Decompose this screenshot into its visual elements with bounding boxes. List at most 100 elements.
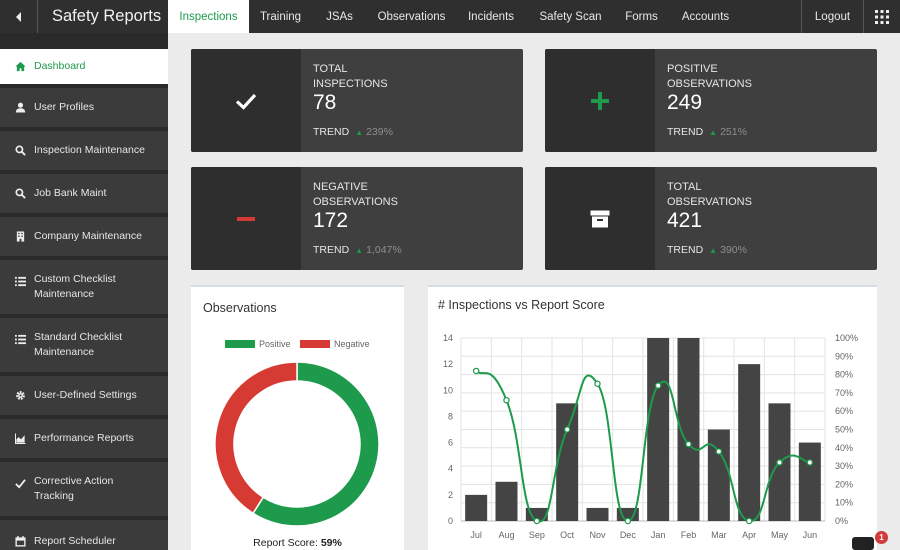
y-tick-label: 14 xyxy=(443,333,453,343)
score-point-oct[interactable] xyxy=(563,426,571,433)
tab-forms[interactable]: Forms xyxy=(625,10,658,23)
report-score: Report Score: 59% xyxy=(191,537,404,549)
panel-title: # Inspections vs Report Score xyxy=(438,298,605,312)
sidebar-item-label: Company Maintenance xyxy=(34,230,142,242)
trend-up-icon: ▲ xyxy=(355,128,364,137)
y-tick-label: 10 xyxy=(443,385,453,395)
sidebar-item-performance-reports[interactable]: Performance Reports xyxy=(0,419,168,462)
building-icon xyxy=(14,231,26,243)
y2-tick-label: 50% xyxy=(835,425,853,435)
minus-icon xyxy=(237,216,255,221)
stat-trend: TREND ▲ 1,047% xyxy=(313,244,402,256)
y2-tick-label: 30% xyxy=(835,461,853,471)
sidebar-item-custom-checklist-maintenance[interactable]: Custom Checklist Maintenance xyxy=(0,260,168,318)
legend-swatch-positive xyxy=(225,340,255,348)
bar-sep[interactable] xyxy=(525,507,548,521)
x-tick-label: Jul xyxy=(470,530,482,540)
bar-jun[interactable] xyxy=(798,442,821,521)
bar-nov[interactable] xyxy=(586,507,609,521)
legend-label-positive[interactable]: Positive xyxy=(259,339,291,349)
sidebar-item-label: Job Bank Maint xyxy=(34,187,107,199)
logout-button[interactable]: Logout xyxy=(801,0,863,33)
x-tick-label: Jun xyxy=(803,530,818,540)
trend-up-icon: ▲ xyxy=(709,128,718,137)
score-point-jul[interactable] xyxy=(472,367,480,375)
x-tick-label: Sep xyxy=(529,530,545,540)
y-tick-label: 8 xyxy=(448,411,453,421)
score-point-may[interactable] xyxy=(776,459,783,466)
notification-badge[interactable]: 1 xyxy=(875,531,888,544)
stat-value: 78 xyxy=(313,91,337,114)
sidebar-item-inspection-maintenance[interactable]: Inspection Maintenance xyxy=(0,131,168,174)
stat-trend: TREND ▲ 390% xyxy=(667,244,747,256)
y2-tick-label: 0% xyxy=(835,516,848,526)
tab-incidents[interactable]: Incidents xyxy=(467,10,515,23)
tab-jsas[interactable]: JSAs xyxy=(326,10,353,23)
trend-label: TREND xyxy=(667,244,704,256)
report-score-label: Report Score: xyxy=(253,537,318,549)
donut-slice-negative[interactable] xyxy=(214,361,298,515)
stat-card-total-observations: TOTAL OBSERVATIONS 421 TREND ▲ 390% xyxy=(545,167,877,270)
bar-dec[interactable] xyxy=(616,507,639,521)
x-tick-label: Aug xyxy=(498,530,514,540)
legend-label-negative[interactable]: Negative xyxy=(334,339,370,349)
sidebar-item-label: Standard Checklist Maintenance xyxy=(34,331,123,358)
tab-observations[interactable]: Observations xyxy=(377,10,446,23)
apps-grid-button[interactable] xyxy=(863,0,900,33)
score-point-mar[interactable] xyxy=(715,448,723,455)
sidebar-item-user-defined-settings[interactable]: User-Defined Settings xyxy=(0,376,168,419)
score-point-aug[interactable] xyxy=(503,396,510,404)
bar-oct[interactable] xyxy=(556,403,579,521)
bar-apr[interactable] xyxy=(738,364,761,521)
tab-training[interactable]: Training xyxy=(259,10,302,23)
sidebar-item-corrective-action-tracking[interactable]: Corrective Action Tracking xyxy=(0,462,168,520)
score-point-feb[interactable] xyxy=(685,440,692,448)
app-title: Safety Reports xyxy=(52,7,162,25)
tab-inspections[interactable]: Inspections xyxy=(168,0,249,33)
sidebar-item-label: Performance Reports xyxy=(34,432,134,444)
main-tabs: Inspections Training JSAs Observations I… xyxy=(168,0,743,33)
chat-widget-button[interactable] xyxy=(852,537,874,550)
x-tick-label: Nov xyxy=(589,530,606,540)
tab-accounts[interactable]: Accounts xyxy=(681,10,730,23)
sidebar-item-report-scheduler[interactable]: Report Scheduler xyxy=(0,520,168,550)
bar-mar[interactable] xyxy=(707,429,730,522)
bar-feb[interactable] xyxy=(677,338,700,521)
score-point-nov[interactable] xyxy=(594,380,601,388)
score-point-jan[interactable] xyxy=(654,382,662,389)
score-point-dec[interactable] xyxy=(624,517,632,525)
bar-jan[interactable] xyxy=(647,338,670,521)
trend-label: TREND xyxy=(667,126,704,138)
bar-jul[interactable] xyxy=(465,494,488,521)
tab-safety-scan[interactable]: Safety Scan xyxy=(539,10,602,23)
stat-label: TOTAL OBSERVATIONS xyxy=(667,181,752,208)
sidebar-item-job-bank-maint[interactable]: Job Bank Maint xyxy=(0,174,168,217)
back-button[interactable] xyxy=(0,0,38,33)
y-tick-label: 6 xyxy=(448,438,453,448)
trend-label: TREND xyxy=(313,244,350,256)
list-icon xyxy=(14,333,26,345)
sidebar-item-label: User Profiles xyxy=(34,101,95,113)
donut-slice-positive[interactable] xyxy=(252,361,380,527)
sidebar-item-label: User-Defined Settings xyxy=(34,389,137,401)
score-point-jun[interactable] xyxy=(806,459,814,466)
y-tick-label: 0 xyxy=(448,516,453,526)
trend-up-icon: ▲ xyxy=(355,246,364,255)
bar-aug[interactable] xyxy=(495,481,518,521)
check-icon xyxy=(14,477,26,489)
sidebar-item-company-maintenance[interactable]: Company Maintenance xyxy=(0,217,168,260)
trend-label: TREND xyxy=(313,126,350,138)
home-icon xyxy=(14,61,26,73)
score-point-sep[interactable] xyxy=(533,517,541,525)
search-icon xyxy=(14,188,26,200)
area-chart-icon xyxy=(14,433,26,445)
stat-label: TOTAL INSPECTIONS xyxy=(313,63,388,90)
y2-tick-label: 90% xyxy=(835,351,853,361)
sidebar-item-dashboard[interactable]: Dashboard xyxy=(0,49,168,88)
sidebar-item-user-profiles[interactable]: User Profiles xyxy=(0,88,168,131)
sidebar-item-standard-checklist-maintenance[interactable]: Standard Checklist Maintenance xyxy=(0,318,168,376)
score-point-apr[interactable] xyxy=(745,517,753,525)
stat-card-positive-observations: POSITIVE OBSERVATIONS 249 TREND ▲ 251% xyxy=(545,49,877,152)
archive-icon xyxy=(590,210,610,227)
sidebar-item-label: Corrective Action Tracking xyxy=(34,475,114,502)
